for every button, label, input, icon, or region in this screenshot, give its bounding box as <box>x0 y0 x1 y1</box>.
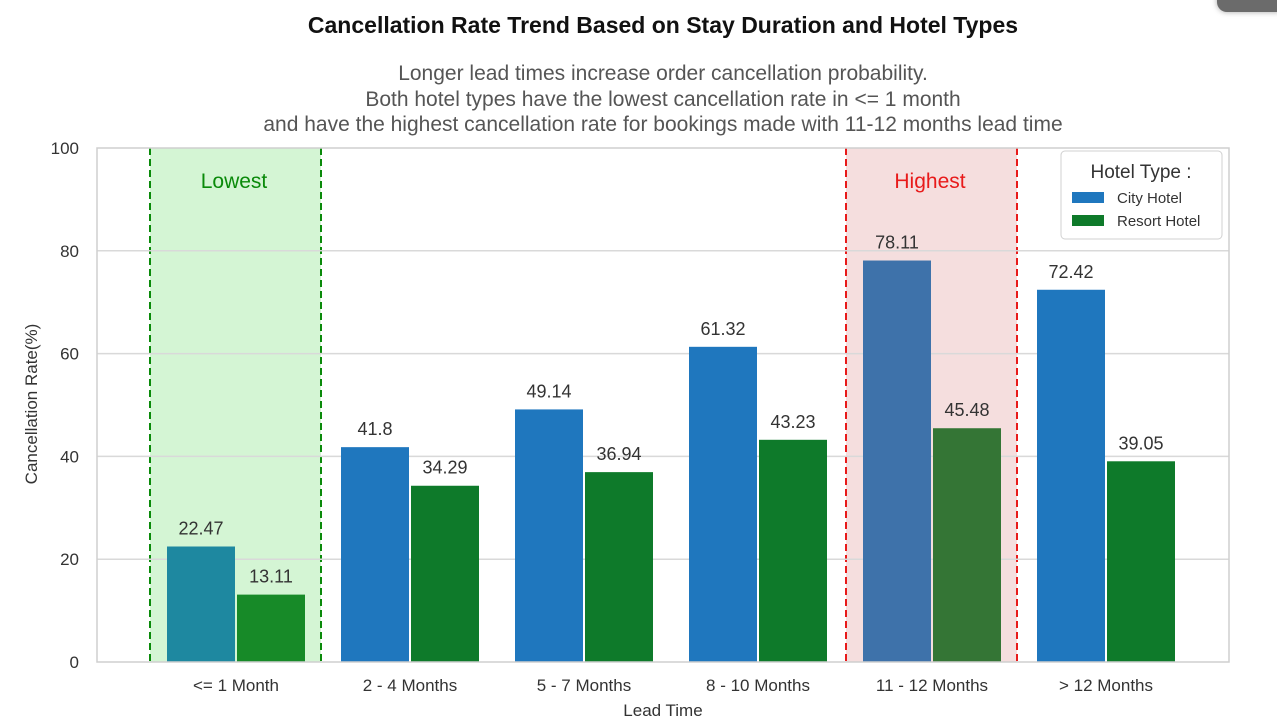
bar-city-hotel-2 <box>515 409 583 662</box>
data-label-city-hotel-2: 49.14 <box>526 381 571 401</box>
data-label-city-hotel-1: 41.8 <box>357 419 392 439</box>
legend-label-resort-hotel: Resort Hotel <box>1117 213 1200 230</box>
data-label-resort-hotel-4: 45.48 <box>944 400 989 420</box>
legend-swatch-resort-hotel <box>1072 215 1104 226</box>
bar-city-hotel-3 <box>689 346 757 662</box>
x-tick-label: 2 - 4 Months <box>363 676 458 695</box>
data-label-resort-hotel-0: 13.11 <box>249 567 293 587</box>
legend-label-city-hotel: City Hotel <box>1117 190 1182 207</box>
data-label-resort-hotel-5: 39.05 <box>1118 433 1163 453</box>
legend-title: Hotel Type : <box>1090 162 1191 183</box>
data-label-resort-hotel-3: 43.23 <box>770 412 815 432</box>
chart-subtitle-line-2: Both hotel types have the lowest cancell… <box>365 88 960 111</box>
bar-resort-hotel-4 <box>933 428 1001 662</box>
data-label-city-hotel-4: 78.11 <box>875 233 919 253</box>
data-label-city-hotel-0: 22.47 <box>178 519 223 539</box>
data-label-resort-hotel-2: 36.94 <box>596 444 641 464</box>
x-tick-label: > 12 Months <box>1059 676 1153 695</box>
data-label-city-hotel-3: 61.32 <box>700 319 745 339</box>
bar-city-hotel-0 <box>167 546 235 662</box>
highlight-label-highest: Highest <box>894 170 965 193</box>
bar-resort-hotel-3 <box>759 439 827 662</box>
y-tick-label: 40 <box>60 447 79 466</box>
window-thumbnail <box>1217 0 1277 12</box>
bar-resort-hotel-5 <box>1107 461 1175 662</box>
data-label-city-hotel-5: 72.42 <box>1048 262 1093 282</box>
chart-subtitle-line-3: and have the highest cancellation rate f… <box>263 113 1062 136</box>
chart-subtitle-line-1: Longer lead times increase order cancell… <box>398 62 928 85</box>
bar-resort-hotel-2 <box>585 472 653 662</box>
legend: Hotel Type : City Hotel Resort Hotel <box>1060 150 1223 240</box>
chart-title: Cancellation Rate Trend Based on Stay Du… <box>308 12 1018 38</box>
x-tick-label: 11 - 12 Months <box>876 676 988 695</box>
x-tick-label: 5 - 7 Months <box>537 676 632 695</box>
plot-frame <box>96 147 1230 663</box>
y-tick-label: 80 <box>60 242 79 261</box>
bar-resort-hotel-1 <box>411 485 479 662</box>
y-tick-label: 0 <box>70 653 79 672</box>
y-tick-label: 20 <box>60 550 79 569</box>
bar-city-hotel-4 <box>863 260 931 662</box>
y-tick-label: 100 <box>51 139 79 158</box>
data-label-resort-hotel-1: 34.29 <box>422 458 467 478</box>
legend-swatch-city-hotel <box>1072 192 1104 203</box>
x-tick-label: 8 - 10 Months <box>706 676 810 695</box>
y-axis-label: Cancellation Rate(%) <box>22 324 41 485</box>
bar-city-hotel-5 <box>1037 289 1105 662</box>
x-axis-label: Lead Time <box>623 701 702 720</box>
highlight-label-lowest: Lowest <box>201 170 268 193</box>
y-tick-label: 60 <box>60 345 79 364</box>
bar-resort-hotel-0 <box>237 594 305 662</box>
x-tick-label: <= 1 Month <box>193 676 279 695</box>
bar-city-hotel-1 <box>341 447 409 662</box>
